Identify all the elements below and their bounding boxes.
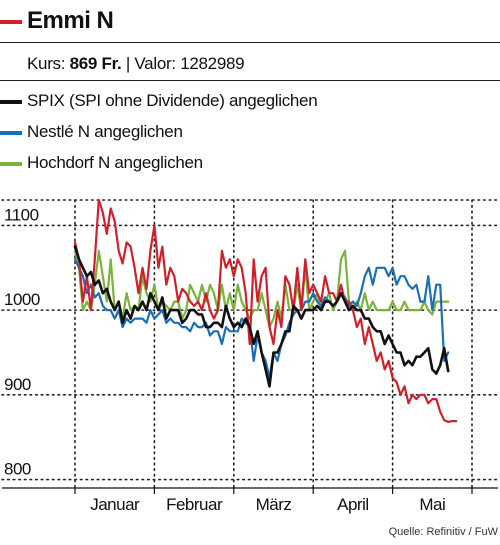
kurs-label: Kurs: xyxy=(27,54,66,73)
y-tick-label: 900 xyxy=(4,375,31,394)
legend-label: Hochdorf N angeglichen xyxy=(27,153,203,172)
legend-swatch xyxy=(0,162,22,166)
legend-item: Hochdorf N angeglichen xyxy=(0,151,500,177)
valor-label: Valor: xyxy=(134,54,176,73)
legend-label: SPIX (SPI ohne Dividende) angeglichen xyxy=(27,91,318,110)
info-divider xyxy=(0,80,500,81)
series-line xyxy=(73,198,458,423)
y-tick-label: 800 xyxy=(4,460,31,479)
x-axis: Januar Februar März April Mai xyxy=(2,487,498,514)
title-series-swatch xyxy=(0,20,22,24)
page-title: Emmi N xyxy=(27,7,114,34)
legend-label: Nestlé N angeglichen xyxy=(27,122,183,141)
kurs-value: 869 Fr. xyxy=(69,54,122,73)
chart-grid xyxy=(1,199,499,489)
info-row: Kurs: 869 Fr. | Valor: 1282989 xyxy=(27,54,245,74)
info-separator: | xyxy=(125,54,130,73)
x-tick-label: März xyxy=(256,495,292,514)
series-line xyxy=(73,245,450,388)
legend-item: SPIX (SPI ohne Dividende) angeglichen xyxy=(0,89,500,115)
x-tick-label: Februar xyxy=(166,495,223,514)
series-lines xyxy=(73,198,458,423)
legend-swatch xyxy=(0,100,22,104)
line-chart: 800 900 1000 1100 Januar Februar März April Mai xyxy=(1,198,499,514)
x-tick-label: April xyxy=(337,495,369,514)
y-tick-label: 1000 xyxy=(4,290,40,309)
legend-item: Nestlé N angeglichen xyxy=(0,120,500,146)
x-tick-label: Mai xyxy=(419,495,445,514)
source-note: Quelle: Refinitiv / FuW xyxy=(388,526,498,538)
legend-swatch xyxy=(0,131,22,135)
title-row: Emmi N xyxy=(0,6,500,36)
x-tick-label: Januar xyxy=(90,495,140,514)
y-tick-label: 1100 xyxy=(4,205,39,224)
y-axis: 800 900 1000 1100 xyxy=(4,205,40,478)
title-divider xyxy=(0,42,500,43)
valor-value: 1282989 xyxy=(180,54,245,73)
